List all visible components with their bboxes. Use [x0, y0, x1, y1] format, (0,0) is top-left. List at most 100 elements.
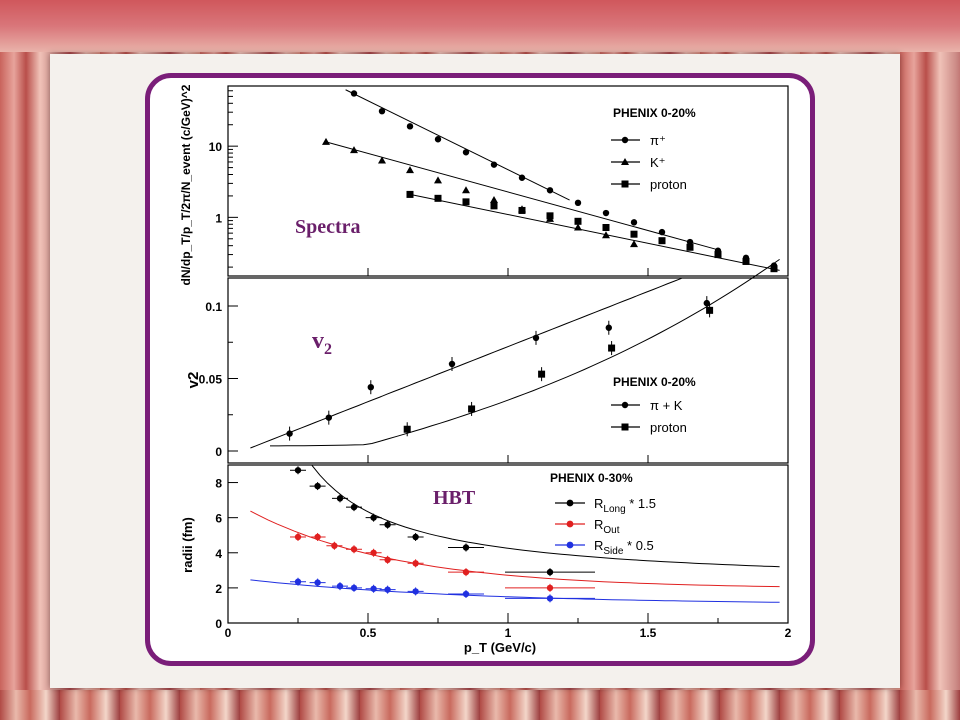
hbt-data-point: [384, 521, 391, 528]
hbt-legend-label: RLong * 1.5: [594, 496, 656, 515]
hbt-data-point: [294, 467, 302, 474]
v2-tick-label: 0: [215, 445, 222, 459]
spectra-data-point: [518, 206, 526, 214]
spectra-tick-label: 10: [209, 140, 223, 154]
spectra-data-point: [546, 187, 554, 194]
hbt-legend-label: RSide * 0.5: [594, 538, 654, 557]
spectra-legend-title: PHENIX 0-20%: [613, 106, 696, 120]
hbt-legend-label: ROut: [594, 517, 620, 536]
spectra-data-point: [574, 223, 582, 231]
spectra-data-point: [462, 149, 470, 156]
hbt-data-point: [384, 556, 391, 563]
hbt-data-point: [370, 585, 377, 592]
hbt-x-tick-label: 2: [785, 626, 792, 640]
spectra-data-point: [378, 156, 386, 164]
spectra-legend-label: proton: [650, 177, 687, 192]
hbt-x-axis-label: p_T (GeV/c): [464, 640, 536, 655]
hbt-data-point: [462, 568, 470, 576]
hbt-data-point: [546, 568, 554, 576]
v2-y-axis-label: v2: [185, 372, 202, 389]
hbt-legend-marker: [566, 520, 574, 528]
spectra-data-point: [686, 243, 694, 251]
v2-data-point: [403, 425, 411, 433]
hbt-x-tick-label: 0: [225, 626, 232, 640]
v2-tick-label: 0.1: [205, 300, 222, 314]
spectra-data-point: [322, 137, 330, 145]
spectra-fit-line: [325, 141, 719, 251]
spectra-data-point: [658, 237, 666, 245]
v2-label-text: v2: [312, 328, 332, 358]
hbt-data-point: [314, 533, 321, 541]
v2-data-point: [448, 360, 456, 368]
hbt-label: HBT: [433, 487, 476, 509]
spectra-data-point: [350, 90, 358, 97]
spectra-data-point: [490, 161, 498, 168]
hbt-data-point: [294, 533, 302, 541]
spectra-label: Spectra: [295, 216, 361, 238]
v2-legend-title: PHENIX 0-20%: [613, 375, 696, 389]
spectra-data-point: [658, 228, 666, 236]
v2-legend-label: π + K: [650, 398, 683, 413]
hbt-data-point: [336, 582, 344, 590]
spectra-data-point: [602, 231, 610, 239]
v2-legend-marker: [621, 423, 629, 431]
hbt-data-point: [350, 584, 358, 592]
spectra-data-point: [546, 212, 554, 220]
background-band-top: [0, 0, 960, 52]
spectra-data-point: [574, 217, 582, 225]
spectra-data-point: [434, 194, 442, 202]
hbt-legend-title: PHENIX 0-30%: [550, 471, 633, 485]
spectra-data-point: [434, 176, 442, 184]
hbt-data-point: [370, 514, 377, 521]
spectra-data-point: [714, 251, 722, 259]
hbt-data-point: [314, 579, 321, 586]
spectra-data-point: [406, 123, 414, 130]
v2-data-point: [286, 430, 293, 437]
v2-legend-marker: [621, 401, 629, 409]
hbt-data-point: [350, 503, 358, 511]
hbt-data-point: [412, 560, 419, 567]
spectra-data-point: [630, 240, 638, 248]
hbt-curve-long: [311, 465, 780, 568]
hbt-x-tick-label: 1: [505, 626, 512, 640]
spectra-tick-label: 1: [215, 211, 222, 225]
spectra-data-point: [602, 209, 610, 217]
hbt-data-point: [294, 578, 302, 585]
spectra-data-point: [742, 257, 750, 265]
figure-frame: [145, 73, 815, 666]
spectra-data-point: [462, 186, 470, 194]
spectra-data-point: [490, 202, 498, 210]
hbt-x-tick-label: 1.5: [640, 626, 657, 640]
spectra-legend-label: π⁺: [650, 133, 666, 148]
spectra-data-point: [378, 107, 386, 115]
spectra-fit-line: [409, 193, 780, 271]
hbt-y-tick-label: 4: [215, 547, 222, 561]
v2-plot-frame: [227, 277, 789, 464]
background-band-bottom: [0, 690, 960, 720]
v2-legend-label: proton: [650, 420, 687, 435]
spectra-y-axis-label: dN/dp_T/p_T/2π/N_event (c/GeV)^2: [179, 84, 193, 285]
hbt-y-axis-label: radii (fm): [180, 517, 195, 573]
hbt-data-point: [370, 549, 377, 556]
spectra-legend-marker: [621, 136, 629, 144]
spectra-data-point: [686, 238, 694, 246]
hbt-y-tick-label: 8: [215, 477, 222, 491]
hbt-x-tick-label: 0.5: [360, 626, 377, 640]
spectra-data-point: [462, 198, 470, 206]
v2-data-point: [703, 299, 710, 307]
v2-data-point: [325, 414, 332, 421]
spectra-data-point: [406, 166, 414, 174]
spectra-data-point: [630, 230, 638, 238]
v2-data-point: [706, 306, 714, 314]
spectra-data-point: [602, 224, 610, 232]
hbt-y-tick-label: 6: [215, 512, 222, 526]
spectra-data-point: [434, 136, 442, 143]
hbt-legend-marker: [566, 541, 574, 549]
v2-hydro-curve-pion: [250, 277, 682, 449]
hbt-data-point: [350, 546, 358, 553]
hbt-data-point: [314, 482, 321, 490]
spectra-legend-marker: [621, 158, 629, 165]
hbt-plot-frame: [227, 464, 789, 624]
spectra-data-point: [406, 190, 414, 198]
